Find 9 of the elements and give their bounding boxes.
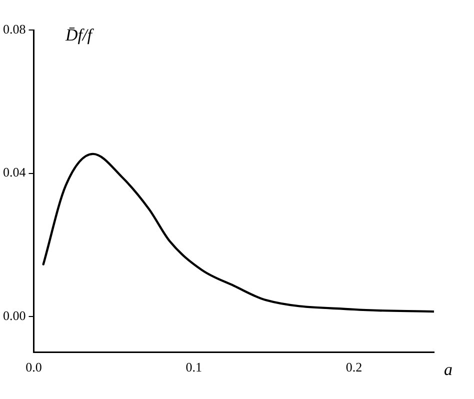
x-axis-title: a [444,360,452,379]
y-tick-label: 0.08 [3,21,26,36]
line-series [42,152,434,313]
y-axis-title: D̄f/f [64,25,94,44]
y-tick-label: 0.04 [3,164,26,180]
x-tick-label: 0.0 [26,360,42,375]
y-tick-label: 0.00 [3,308,26,323]
x-tick-label: 0.1 [186,360,202,375]
x-tick-label: 0.2 [346,360,362,375]
